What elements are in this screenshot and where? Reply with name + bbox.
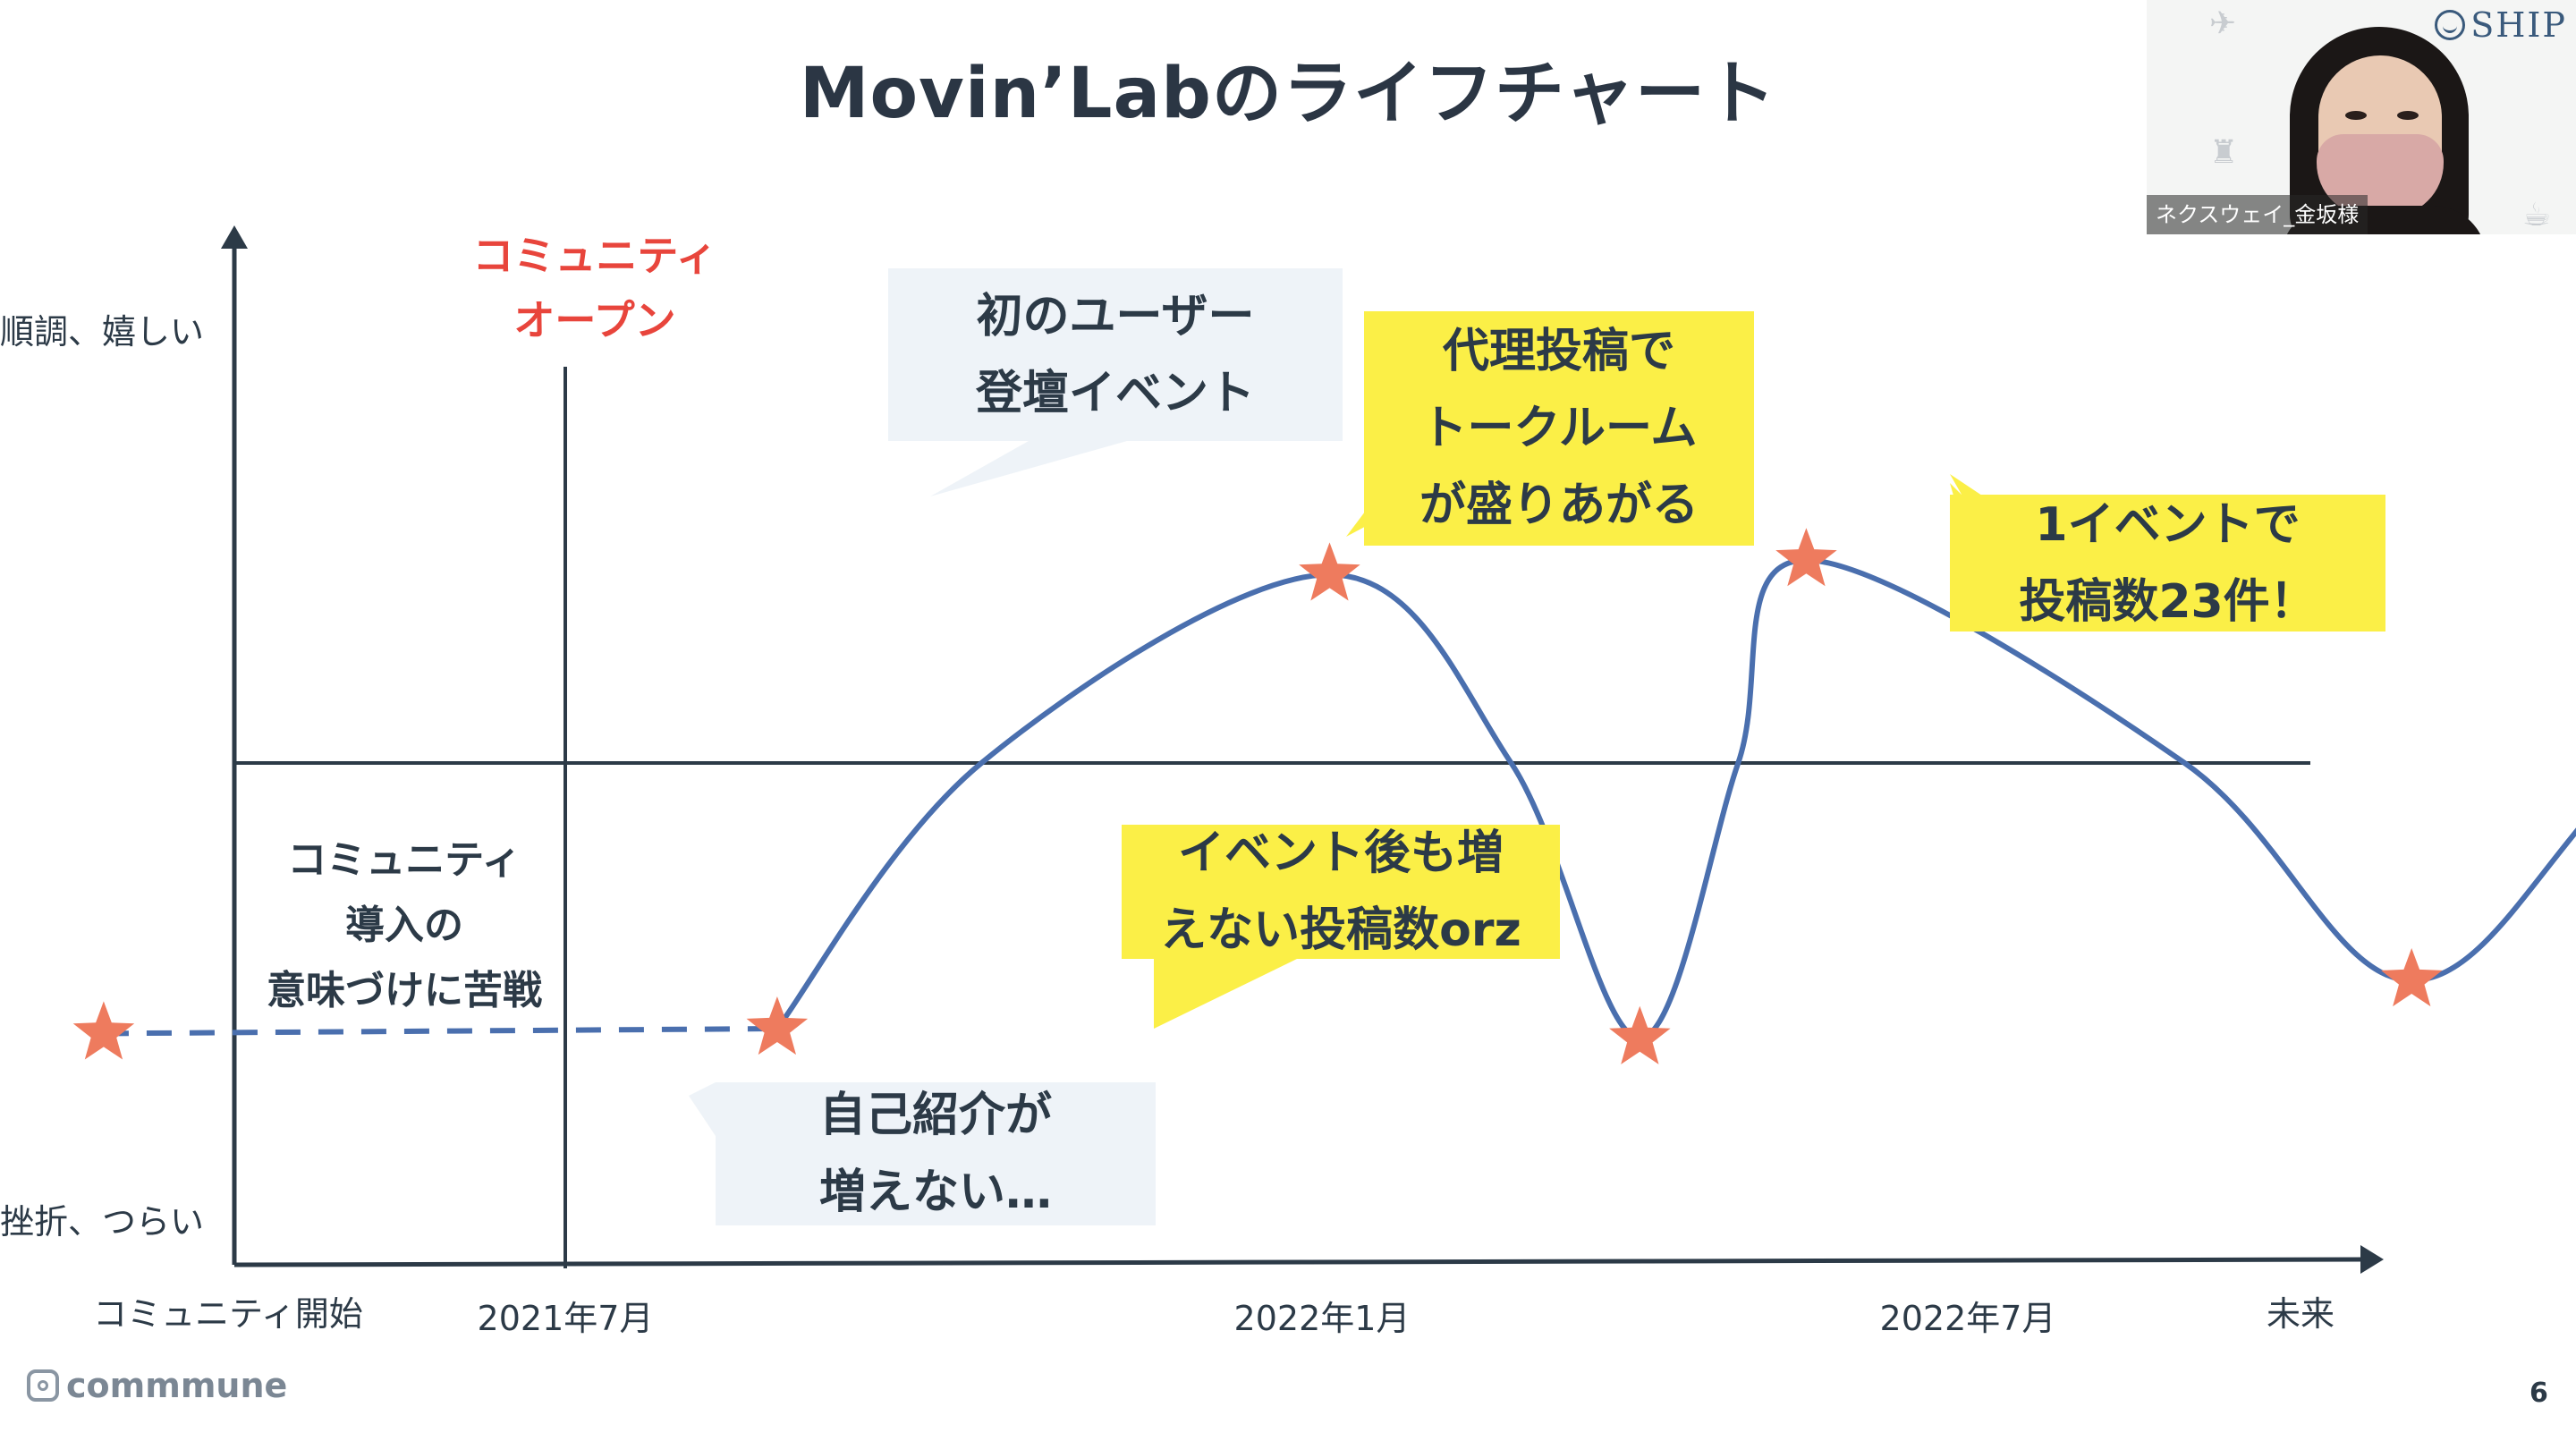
x-axis-arrowhead [2360,1245,2384,1274]
participant-name-label: ネクスウェイ_金坂様 [2147,195,2368,234]
star-marker-1 [72,1001,135,1060]
phase-label-line-3: 意味づけに苦戦 [267,968,542,1013]
y-axis-high-label: 順調、嬉しい [0,312,205,352]
callout-posts-not-increasing-line-2: えない投稿数orz [1160,903,1521,957]
ship-logo-icon [2435,10,2466,40]
star-marker-3 [1299,542,1360,601]
callout-proxy-post-line-2: トークルーム [1420,402,1698,455]
phase-label-line-2: 導入の [345,903,463,948]
ship-brand: SHIP [2435,5,2567,45]
callout-first-user-event-tail [930,441,1127,496]
x-tick-label-future: 未来 [2266,1294,2335,1334]
participant-eye-right [2397,111,2419,120]
chart-title: Movin’Labのライフチャート [799,54,1777,134]
x-tick-label-start: コミュニティ開始 [93,1294,363,1334]
x-axis-line [233,1257,2365,1267]
community-open-label: コミュニティ オープン [447,224,742,352]
community-open-label-line-1: コミュニティ [472,232,717,280]
series-line-dashed [103,1026,777,1037]
star-marker-6 [2381,948,2443,1007]
star-marker-2 [746,996,809,1055]
callout-intros-not-increasing-line-1: 自己紹介が [818,1089,1052,1142]
bottle-doodle-icon: ♜ [2209,134,2239,171]
callout-proxy-post-line-3: が盛りあがる [1419,479,1699,532]
callout-proxy-post-line-1: 代理投稿で [1442,325,1675,378]
x-tick-label-2021-07: 2021年7月 [477,1299,654,1338]
cup-doodle-icon: ☕ [2522,197,2552,233]
x-tick-label-2022-01: 2022年1月 [1233,1299,1411,1338]
page-number: 6 [2529,1377,2548,1409]
callout-intros-not-increasing-line-2: 増えない… [818,1166,1052,1219]
commmune-logo-text: commmune [66,1366,288,1405]
rocket-doodle-icon: ✈ [2209,5,2237,42]
callout-first-user-event: 初のユーザー 登壇イベント [888,268,1343,441]
phase-label-line-1: コミュニティ [287,837,521,883]
y-axis-arrowhead [221,225,248,249]
callout-posts-not-increasing-tail [1154,959,1297,1029]
callout-first-user-event-line-2: 登壇イベント [975,366,1255,420]
x-tick-label-2022-07: 2022年7月 [1879,1299,2056,1338]
star-marker-4 [1609,1005,1671,1064]
callout-intros-not-increasing: 自己紹介が 増えない… [716,1082,1156,1225]
callout-23-posts-line-2: 投稿数23件！ [2019,574,2317,629]
callout-23-posts: 1イベントで 投稿数23件！ [1950,495,2385,631]
series-line-solid [774,557,2576,1041]
callout-proxy-post: 代理投稿で トークルーム が盛りあがる [1364,311,1754,546]
callout-23-posts-line-1: 1イベントで [2035,497,2301,552]
callout-first-user-event-line-1: 初のユーザー [976,289,1255,343]
callout-posts-not-increasing: イベント後も増 えない投稿数orz [1122,825,1560,959]
y-axis-low-label: 挫折、つらい [0,1202,205,1242]
video-thumbnail[interactable]: ✈ ♜ ☕ SHIP ネクスウェイ_金坂様 [2147,0,2576,234]
ship-brand-text: SHIP [2470,5,2567,45]
participant-eye-left [2345,111,2367,120]
commmune-logo-icon [27,1369,59,1402]
phase-label: コミュニティ 導入の 意味づけに苦戦 [234,827,574,1023]
callout-intros-not-increasing-tail [689,1082,716,1136]
commmune-logo: commmune [27,1366,287,1405]
community-open-label-line-2: オープン [513,296,676,344]
star-marker-5 [1775,528,1837,587]
callout-posts-not-increasing-line-1: イベント後も増 [1177,826,1504,880]
